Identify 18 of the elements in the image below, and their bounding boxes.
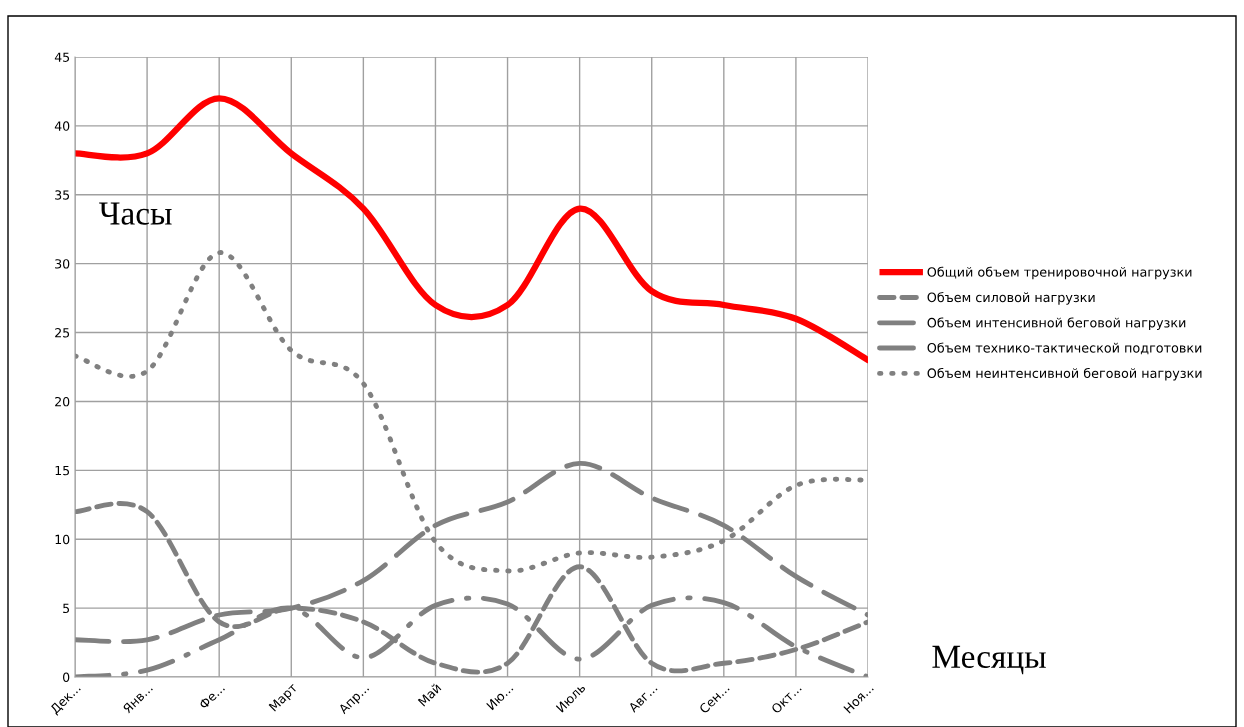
x-axis-title: Месяцы [932,645,1046,675]
y-tick-label: 45 [54,52,70,62]
y-tick-label: 40 [54,121,70,131]
y-tick-label: 0 [63,672,70,682]
y-tick-label: 25 [55,328,70,338]
y-tick-label: 5 [63,603,70,614]
x-tick-label: Фе... [198,683,226,710]
y-tick-label: 15 [55,465,70,476]
legend-label: Объем технико-тактической подготовки [927,342,1202,355]
y-tick-label: 35 [55,190,70,200]
legend-label: Объем неинтенсивной беговой нагрузки [927,367,1202,381]
legend-label: Объем силовой нагрузки [927,292,1095,305]
y-axis-title: Часы [99,202,172,225]
legend-label: Объем интенсивной беговой нагрузки [927,317,1186,330]
y-tick-label: 20 [55,396,70,407]
y-tick-label: 30 [55,259,70,269]
legend-label: Общий объем тренировочной нагрузки [927,266,1192,280]
y-tick-label: 10 [55,534,70,545]
